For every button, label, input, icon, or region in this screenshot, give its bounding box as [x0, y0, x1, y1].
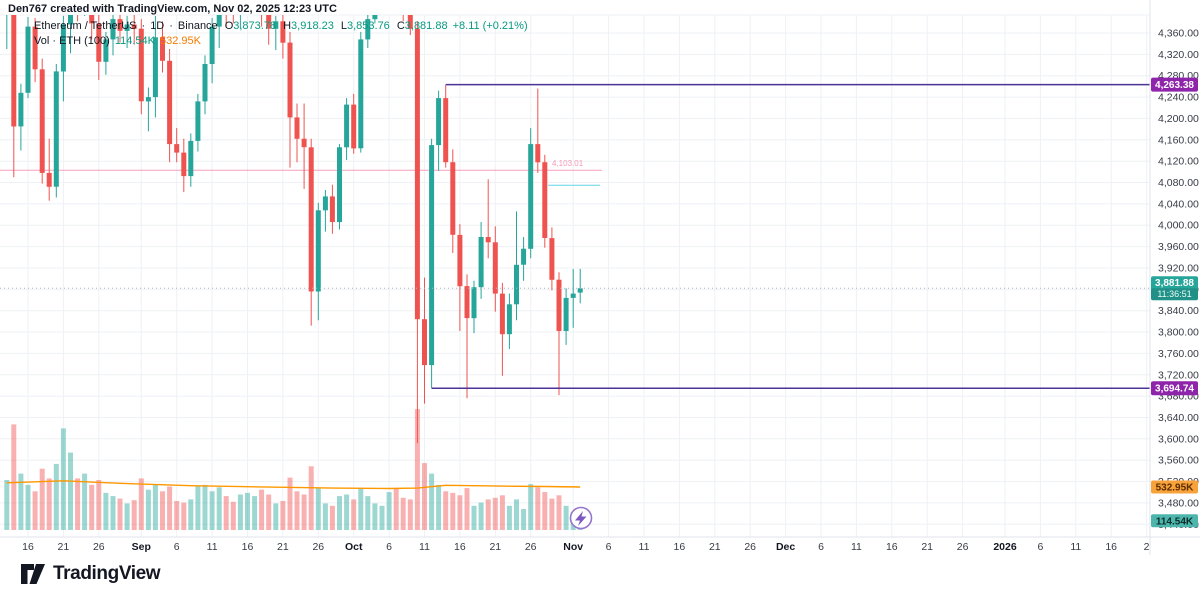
tradingview-logo-text: TradingView: [53, 563, 161, 584]
separator: ·: [141, 20, 146, 32]
svg-text:26: 26: [957, 541, 969, 553]
volume-row: Vol · ETH (100) 114.54K 532.95K: [34, 34, 528, 49]
tradingview-logo-mark: [21, 564, 45, 584]
svg-text:21: 21: [489, 541, 501, 553]
svg-text:3,600.00: 3,600.00: [1158, 433, 1199, 445]
svg-text:4,000.00: 4,000.00: [1158, 220, 1199, 232]
watermark: Den767 created with TradingView.com, Nov…: [8, 3, 337, 15]
change-value: +8.11 (+0.21%): [452, 20, 528, 32]
svg-text:26: 26: [93, 541, 105, 553]
svg-text:3,960.00: 3,960.00: [1158, 241, 1199, 253]
svg-text:21: 21: [277, 541, 289, 553]
ohlc-low: L3,853.76: [340, 20, 390, 32]
volume-current-chip: [1151, 514, 1198, 528]
lightning-button[interactable]: [569, 506, 593, 530]
svg-text:11: 11: [639, 541, 650, 553]
volume-series: [4, 409, 583, 530]
svg-text:Nov: Nov: [563, 541, 583, 553]
ohlc-close: C3,881.88: [396, 20, 448, 32]
svg-text:Dec: Dec: [776, 541, 795, 553]
lower-level-chip: [1151, 381, 1198, 396]
svg-text:4,040.00: 4,040.00: [1158, 198, 1199, 210]
symbol-title[interactable]: Ethereum / TetherUS: [34, 20, 137, 32]
grid: [0, 14, 1150, 537]
candlestick-series: [6, 15, 583, 444]
svg-text:3,560.00: 3,560.00: [1158, 455, 1199, 467]
lightning-icon: [575, 511, 587, 526]
svg-text:114.54K: 114.54K: [1156, 516, 1194, 527]
svg-text:6: 6: [818, 541, 824, 553]
svg-text:3,720.00: 3,720.00: [1158, 369, 1199, 381]
svg-text:6: 6: [606, 541, 612, 553]
svg-text:3,760.00: 3,760.00: [1158, 348, 1199, 360]
countdown-timer: 11:36:51: [1157, 289, 1191, 299]
volume-ma-chip: [1151, 480, 1198, 494]
svg-text:16: 16: [22, 541, 34, 553]
svg-text:21: 21: [709, 541, 721, 553]
svg-text:21: 21: [58, 541, 70, 553]
svg-text:Oct: Oct: [345, 541, 363, 553]
tradingview-logo[interactable]: TradingView: [20, 562, 161, 586]
svg-text:3,640.00: 3,640.00: [1158, 412, 1199, 424]
svg-text:4,240.00: 4,240.00: [1158, 92, 1199, 104]
exchange: Binance: [177, 20, 218, 32]
svg-text:16: 16: [674, 541, 686, 553]
svg-text:2026: 2026: [993, 541, 1017, 553]
svg-text:4,160.00: 4,160.00: [1158, 134, 1199, 146]
separator: ·: [169, 20, 173, 32]
svg-text:16: 16: [886, 541, 898, 553]
horizontal-rays[interactable]: [431, 83, 1150, 389]
svg-text:16: 16: [454, 541, 466, 553]
svg-text:532.95K: 532.95K: [1156, 483, 1195, 494]
auxiliary-lines[interactable]: 4,103.01: [0, 159, 602, 186]
volume-indicator-label[interactable]: Vol · ETH (100): [34, 35, 110, 47]
svg-text:11: 11: [851, 541, 862, 553]
svg-text:4,263.38: 4,263.38: [1155, 80, 1194, 91]
volume-ma-value: 532.95K: [159, 35, 201, 47]
svg-text:16: 16: [1105, 541, 1117, 553]
svg-text:11: 11: [419, 541, 430, 553]
svg-text:3,881.88: 3,881.88: [1155, 278, 1194, 289]
ohlc-open: O3,873.78: [224, 20, 277, 32]
ohlc-high: H3,918.23: [283, 20, 334, 32]
svg-text:4,320.00: 4,320.00: [1158, 49, 1199, 61]
svg-text:3,840.00: 3,840.00: [1158, 305, 1199, 317]
svg-text:4,360.00: 4,360.00: [1158, 28, 1199, 40]
current-price-chip: [1151, 276, 1198, 301]
svg-text:3,920.00: 3,920.00: [1158, 263, 1199, 275]
symbol-row: Ethereum / TetherUS · 1D · Binance O3,87…: [34, 19, 528, 34]
svg-text:4,200.00: 4,200.00: [1158, 113, 1199, 125]
svg-text:6: 6: [174, 541, 180, 553]
svg-text:3,694.74: 3,694.74: [1155, 384, 1194, 395]
svg-text:21: 21: [921, 541, 933, 553]
svg-text:26: 26: [744, 541, 756, 553]
svg-text:2: 2: [1144, 541, 1150, 553]
svg-text:6: 6: [1037, 541, 1043, 553]
svg-text:11: 11: [207, 541, 218, 553]
volume-ma-line: [6, 480, 581, 490]
svg-text:3,800.00: 3,800.00: [1158, 327, 1199, 339]
svg-text:16: 16: [242, 541, 254, 553]
time-axis[interactable]: 16 21 26 Sep 6 11 16 21 26 Oct 6 11 16 21 26 Nov 6 11 16 21…: [22, 541, 1150, 553]
upper-level-chip: [1151, 77, 1198, 92]
svg-text:11: 11: [1070, 541, 1081, 553]
svg-text:26: 26: [525, 541, 537, 553]
svg-text:Sep: Sep: [132, 541, 151, 553]
svg-text:26: 26: [312, 541, 324, 553]
inline-level-text: 4,103.01: [552, 159, 584, 168]
volume-value: 114.54K: [114, 35, 155, 47]
svg-text:3,480.00: 3,480.00: [1158, 497, 1199, 509]
svg-text:6: 6: [386, 541, 392, 553]
legend: Ethereum / TetherUS · 1D · Binance O3,87…: [34, 19, 528, 49]
svg-text:4,120.00: 4,120.00: [1158, 156, 1199, 168]
svg-text:4,080.00: 4,080.00: [1158, 177, 1199, 189]
interval[interactable]: 1D: [150, 20, 165, 32]
